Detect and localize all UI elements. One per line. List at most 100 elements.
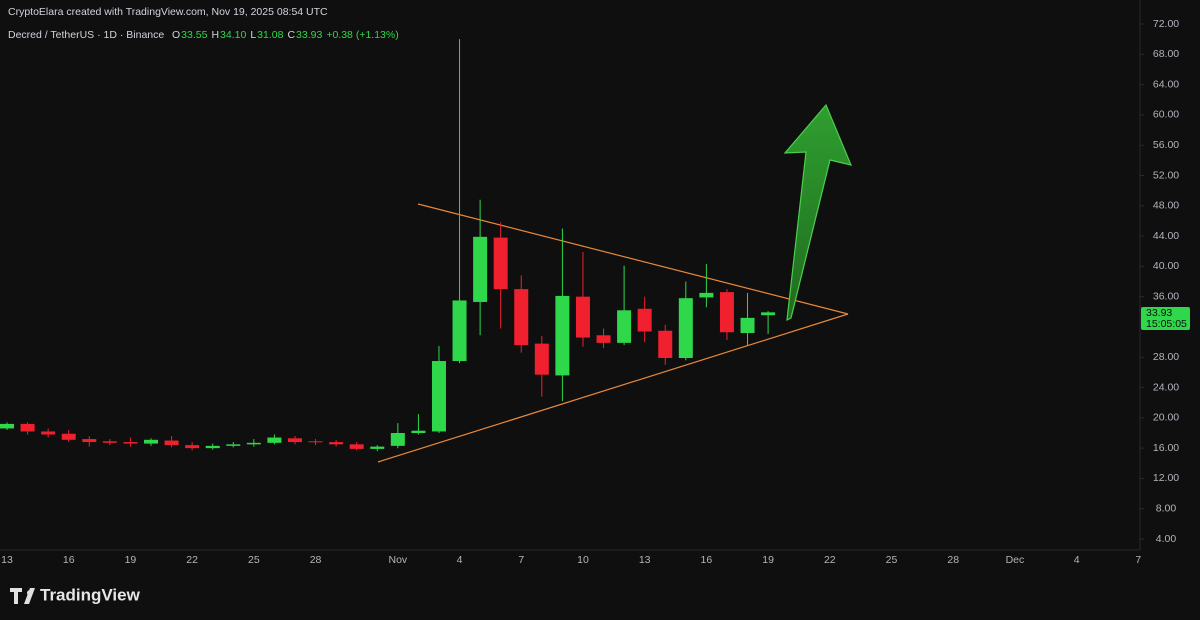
candle-body (761, 312, 776, 316)
y-tick-label: 8.00 (1156, 503, 1177, 515)
y-tick-label: 64.00 (1153, 78, 1179, 90)
y-tick-label: 12.00 (1153, 472, 1179, 484)
legend-change: +0.38 (+1.13%) (326, 29, 398, 41)
candle-body (82, 439, 97, 443)
y-tick-label: 4.00 (1156, 533, 1177, 545)
y-tick-label: 72.00 (1153, 18, 1179, 30)
x-tick-label: 10 (577, 554, 589, 566)
y-tick-label: 48.00 (1153, 200, 1179, 212)
candle-body (555, 295, 570, 376)
candle-body (575, 296, 590, 338)
trendline-lower (377, 313, 849, 463)
watermark: CryptoElara created with TradingView.com… (8, 6, 328, 18)
y-tick-label: 60.00 (1153, 109, 1179, 121)
y-tick-label: 16.00 (1153, 442, 1179, 454)
candle-body (390, 432, 405, 446)
legend: O 33.55 H 34.10 L 31.08 C 33.93 +0.38 (+1.13%) (172, 29, 399, 41)
brand-logo (10, 588, 35, 604)
candle-body (329, 442, 344, 445)
y-tick-label: 68.00 (1153, 48, 1179, 60)
candle-body (61, 433, 76, 440)
candle-body (740, 317, 755, 334)
x-tick-label: 13 (1, 554, 13, 566)
candle-body (143, 439, 158, 444)
candle-body (534, 343, 549, 375)
legend-label: L (250, 29, 256, 41)
candle-body (699, 292, 714, 298)
legend-value: 33.55 (181, 29, 207, 41)
candle-body (0, 423, 14, 429)
arrow (783, 103, 853, 322)
candle-body (514, 289, 529, 346)
candle-body (164, 440, 179, 446)
y-tick-label: 36.00 (1153, 290, 1179, 302)
candles (0, 39, 776, 452)
candle-body (617, 310, 632, 343)
x-axis: 13 16 19 22 25 28 Nov 4 7 10 13 16 19 22 25 28 Dec 4 7 (1, 554, 1141, 566)
x-tick-label: 16 (63, 554, 75, 566)
candle-body (20, 423, 35, 432)
countdown: 15:05:05 (1146, 318, 1187, 330)
x-tick-label: 4 (1074, 554, 1080, 566)
candle-body (493, 237, 508, 290)
legend-label: O (172, 29, 180, 41)
y-tick-label: 56.00 (1153, 139, 1179, 151)
legend-value: 33.93 (296, 29, 322, 41)
candle-body (41, 431, 56, 435)
candle-body (123, 442, 138, 444)
legend-label: C (287, 29, 295, 41)
y-axis: 4.008.0012.0016.0020.0024.0028.0032.0036… (1140, 18, 1179, 545)
x-tick-label: 16 (701, 554, 713, 566)
candle-body (431, 361, 446, 432)
y-tick-label: 40.00 (1153, 260, 1179, 272)
price-label: 33.93 (1146, 307, 1172, 319)
candle-body (226, 444, 241, 446)
candle-body (658, 330, 673, 359)
x-tick-label: 13 (639, 554, 651, 566)
x-tick-label: Dec (1006, 554, 1025, 566)
y-tick-label: 24.00 (1153, 381, 1179, 393)
legend-value: 31.08 (257, 29, 283, 41)
y-tick-label: 52.00 (1153, 169, 1179, 181)
x-tick-label: 19 (125, 554, 137, 566)
candle-body (267, 437, 282, 443)
x-tick-label: 4 (457, 554, 463, 566)
chart-title: Decred / TetherUS · 1D · Binance (8, 29, 164, 41)
candle-body (246, 442, 261, 445)
y-tick-label: 44.00 (1153, 230, 1179, 242)
candle-body (185, 445, 200, 449)
legend-value: 34.10 (220, 29, 246, 41)
x-tick-label: 22 (186, 554, 198, 566)
candle-body (411, 430, 426, 433)
brand: TradingView (40, 585, 141, 604)
candle-body (349, 444, 364, 449)
candle-body (205, 445, 220, 449)
candle-body (596, 335, 611, 343)
x-tick-label: 7 (518, 554, 524, 566)
y-tick-label: 28.00 (1153, 351, 1179, 363)
candle-body (370, 446, 385, 449)
x-tick-label: 25 (248, 554, 260, 566)
candle-body (473, 236, 488, 302)
x-tick-label: 28 (310, 554, 322, 566)
candle-body (308, 441, 323, 443)
candle-body (637, 308, 652, 332)
x-tick-label: 22 (824, 554, 836, 566)
x-tick-label: 7 (1135, 554, 1141, 566)
candle-body (102, 441, 117, 443)
x-tick-label: 25 (886, 554, 898, 566)
candle-body (452, 300, 467, 362)
candle-body (287, 438, 302, 443)
candle-body (678, 298, 693, 359)
x-tick-label: 28 (947, 554, 959, 566)
trendline-upper (417, 203, 849, 315)
price-label-box (1141, 307, 1190, 330)
x-tick-label: Nov (388, 554, 407, 566)
x-tick-label: 19 (762, 554, 774, 566)
y-tick-label: 20.00 (1153, 412, 1179, 424)
legend-label: H (211, 29, 219, 41)
candle-body (719, 292, 734, 333)
